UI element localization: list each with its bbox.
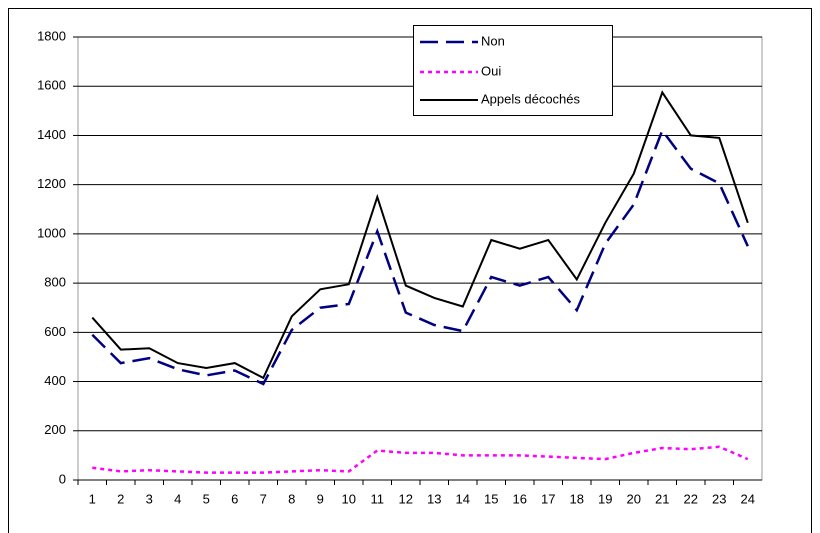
series-line [92, 445, 749, 474]
x-tick-label: 15 [484, 491, 498, 506]
x-tick-label: 12 [399, 491, 413, 506]
y-tick-label: 1200 [37, 176, 66, 191]
legend-label: Appels décochés [481, 91, 581, 106]
legend-label: Oui [481, 63, 501, 78]
x-tick-label: 13 [427, 491, 441, 506]
y-tick-label: 1800 [37, 28, 66, 43]
x-tick-label: 4 [174, 491, 181, 506]
y-tick-label: 1000 [37, 225, 66, 240]
x-tick-label: 7 [260, 491, 267, 506]
x-tick-label: 22 [684, 491, 698, 506]
y-tick-label: 0 [59, 471, 66, 486]
chart-frame [8, 8, 812, 533]
x-tick-label: 23 [712, 491, 726, 506]
series-line [91, 90, 749, 380]
x-tick-label: 3 [146, 491, 153, 506]
series-line [91, 127, 749, 386]
x-tick-label: 2 [117, 491, 124, 506]
x-tick-label: 18 [570, 491, 584, 506]
x-tick-label: 11 [371, 491, 385, 506]
x-tick-label: 9 [317, 491, 324, 506]
x-tick-label: 8 [288, 491, 295, 506]
x-tick-label: 17 [541, 491, 555, 506]
x-tick-label: 6 [231, 491, 238, 506]
y-tick-label: 800 [44, 275, 66, 290]
x-tick-label: 21 [655, 491, 669, 506]
x-tick-label: 16 [513, 491, 527, 506]
x-tick-label: 5 [203, 491, 210, 506]
y-tick-label: 200 [44, 422, 66, 437]
x-tick-label: 20 [627, 491, 641, 506]
x-tick-label: 14 [456, 491, 470, 506]
x-tick-label: 24 [741, 491, 755, 506]
x-tick-label: 19 [598, 491, 612, 506]
legend-label: Non [481, 33, 505, 48]
x-tick-label: 1 [89, 491, 96, 506]
x-tick-label: 10 [342, 491, 356, 506]
y-tick-label: 1600 [37, 78, 66, 93]
y-tick-label: 600 [44, 324, 66, 339]
y-tick-label: 400 [44, 373, 66, 388]
y-tick-label: 1400 [37, 127, 66, 142]
